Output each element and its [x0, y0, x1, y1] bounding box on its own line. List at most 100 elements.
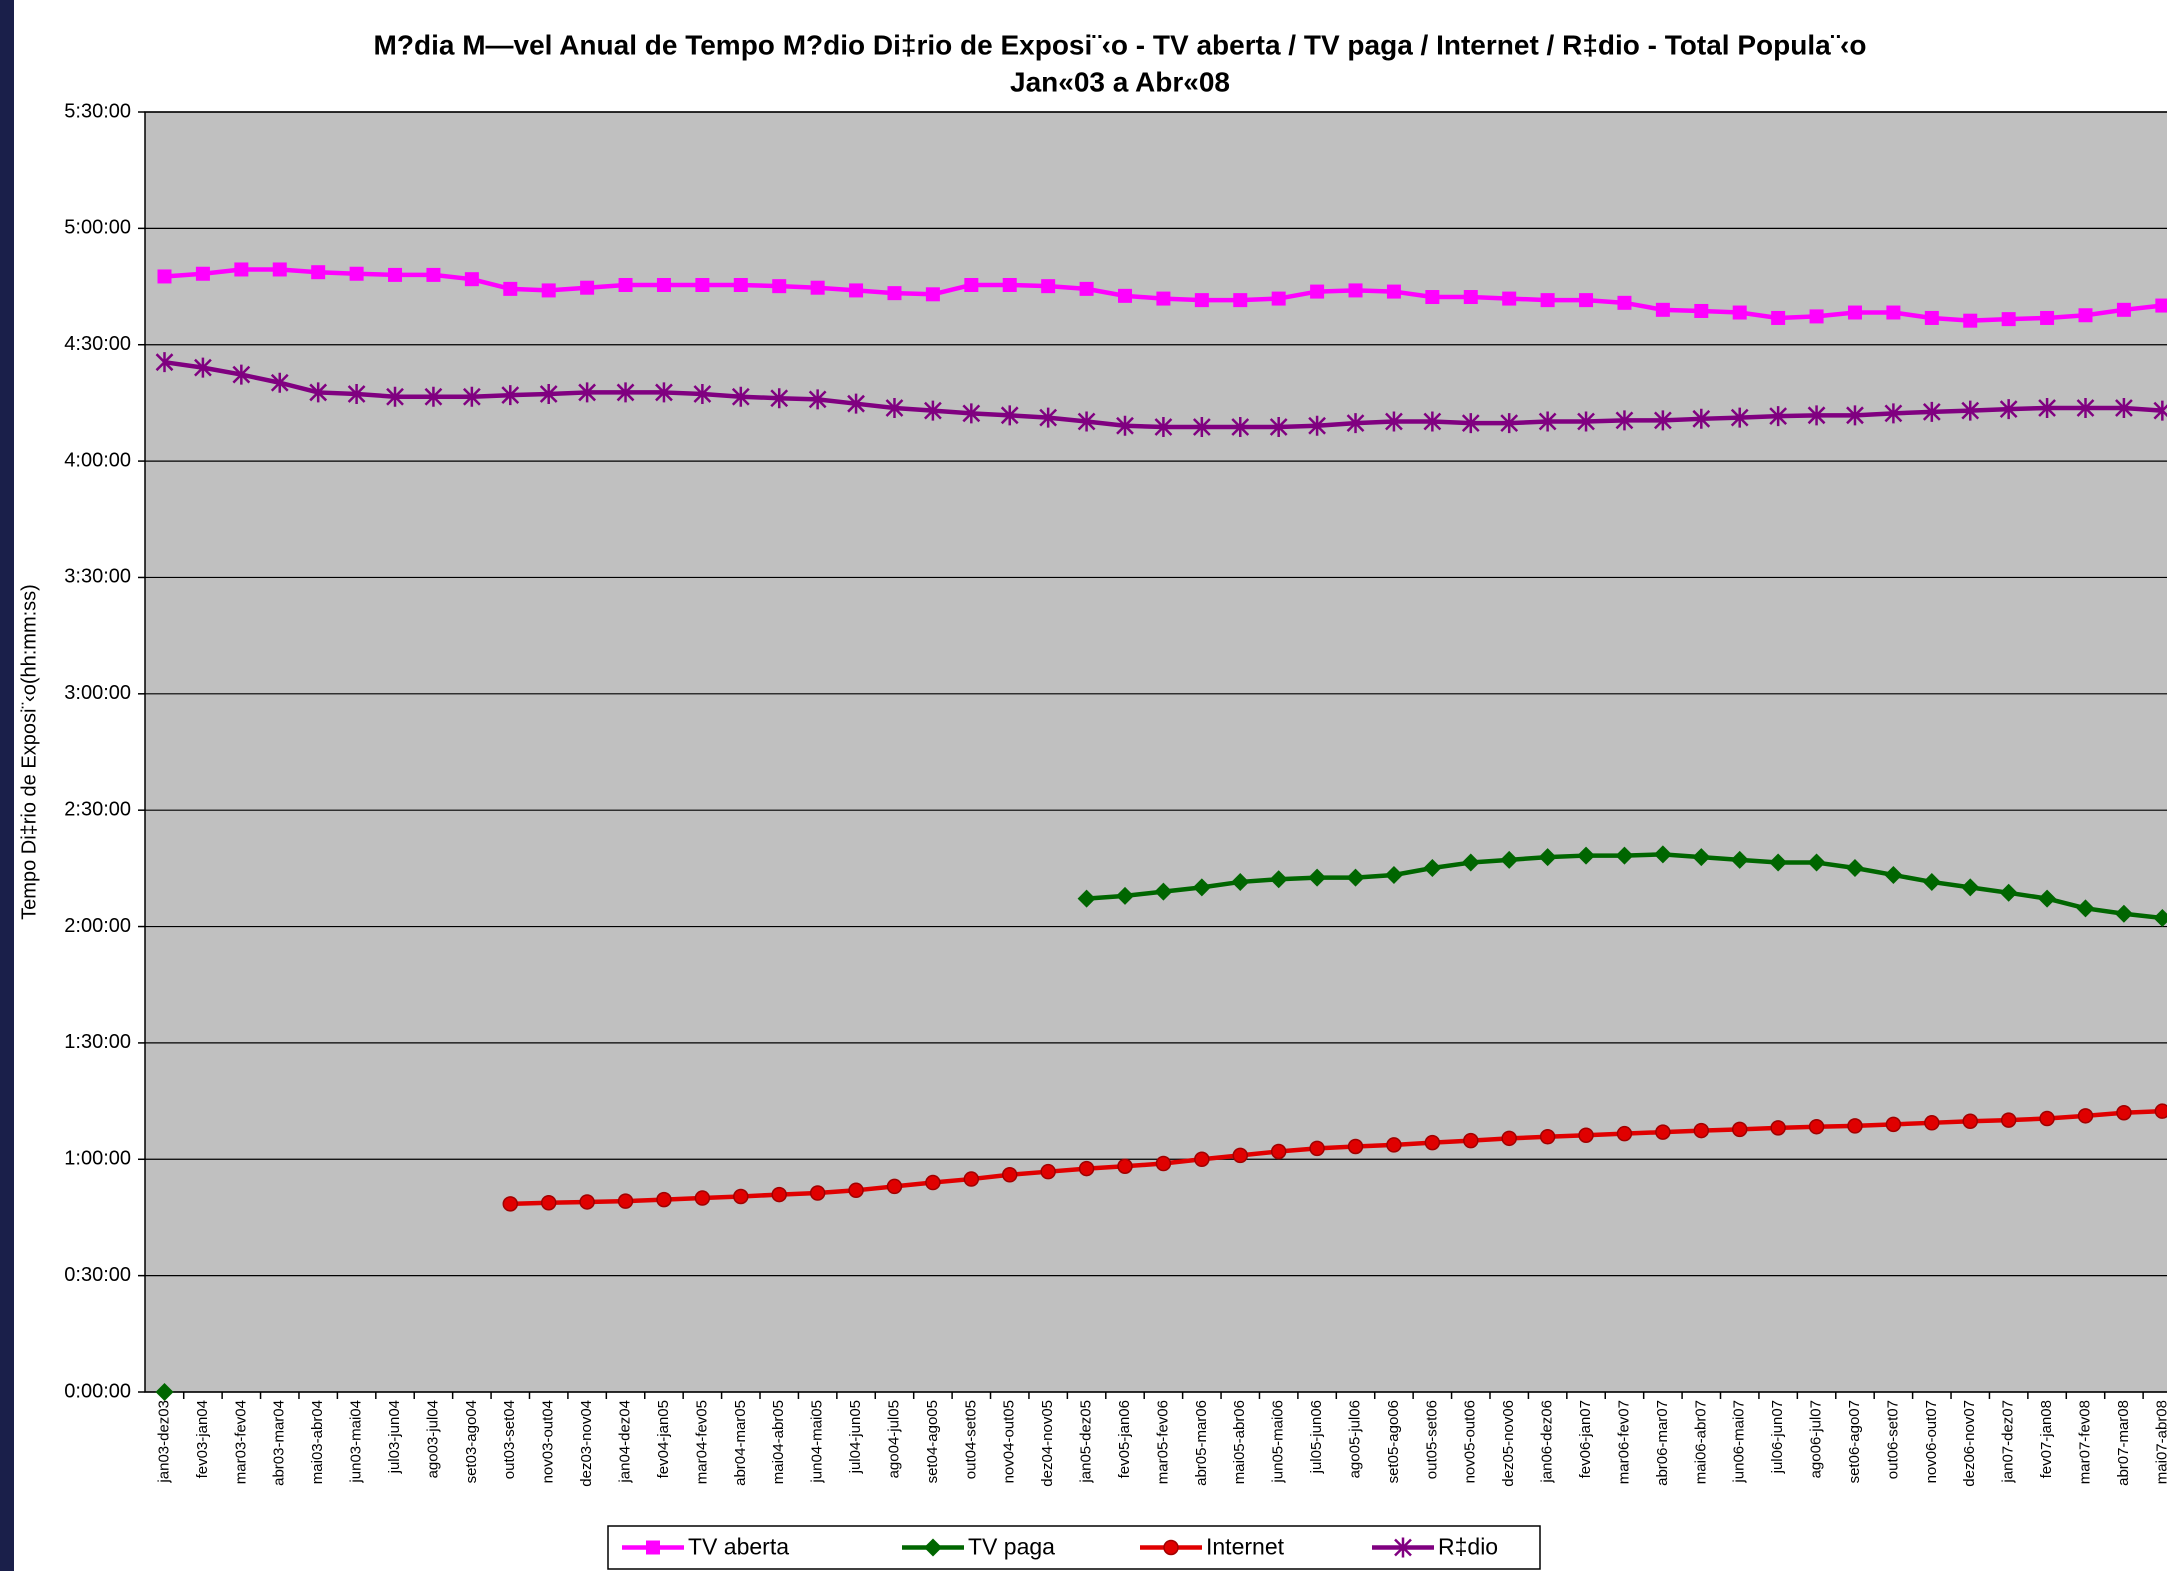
marker [2153, 909, 2167, 928]
marker [1156, 291, 1171, 306]
marker [808, 389, 827, 410]
x-tick-label: mar03-fev04 [232, 1400, 249, 1484]
marker [1502, 291, 1517, 306]
marker [646, 1540, 660, 1555]
x-tick-label: mar04-fev05 [693, 1400, 710, 1484]
x-tick-label: jul06-jun07 [1769, 1400, 1786, 1474]
marker [1163, 1539, 1179, 1556]
marker [194, 357, 212, 378]
marker [1538, 848, 1557, 867]
x-tick-label: jun05-mai06 [1270, 1400, 1287, 1484]
y-tick-label: 1:00:00 [64, 1148, 131, 1170]
x-tick-label: abr03-mar04 [271, 1400, 288, 1486]
marker [1924, 1115, 1940, 1131]
x-tick-label: ago04-jul05 [885, 1400, 902, 1478]
marker [1346, 868, 1365, 887]
marker [541, 283, 556, 298]
marker [1154, 416, 1173, 437]
marker [1040, 1163, 1056, 1180]
marker [2153, 400, 2167, 421]
marker [1847, 305, 1862, 320]
marker [462, 386, 481, 407]
marker [1194, 1151, 1210, 1168]
marker [770, 388, 789, 409]
marker [155, 352, 174, 373]
x-tick-label: mai07-abr08 [2153, 1400, 2167, 1484]
marker [616, 382, 635, 403]
marker [1463, 1132, 1479, 1149]
marker [1807, 853, 1826, 872]
marker [195, 266, 210, 281]
marker [2038, 889, 2057, 908]
marker [1538, 411, 1557, 432]
marker [1730, 407, 1749, 428]
marker [1809, 309, 1824, 324]
y-tick-label: 4:30:00 [64, 333, 131, 355]
marker [1653, 410, 1672, 431]
marker [270, 372, 289, 393]
marker [1461, 413, 1480, 434]
x-tick-label: set06-ago07 [1846, 1400, 1863, 1483]
marker [809, 1185, 826, 1201]
marker [886, 1178, 903, 1195]
marker [962, 403, 981, 424]
y-tick-label: 3:30:00 [64, 566, 131, 588]
marker [1769, 853, 1788, 872]
marker [2077, 1108, 2094, 1124]
marker [1423, 411, 1442, 432]
x-tick-label: ago03-jul04 [424, 1400, 441, 1478]
marker [1463, 290, 1478, 305]
marker [1845, 858, 1864, 877]
marker [1192, 416, 1211, 437]
marker [2000, 1112, 2017, 1128]
marker [155, 1383, 174, 1401]
marker [2116, 302, 2131, 317]
marker [2078, 308, 2093, 323]
marker [1386, 1137, 1402, 1153]
marker [1771, 310, 1786, 325]
marker [1270, 1143, 1287, 1160]
marker [502, 1196, 519, 1212]
marker [1885, 1116, 1902, 1133]
marker [1231, 416, 1250, 437]
marker [925, 287, 940, 302]
left-strip [0, 0, 14, 1571]
marker [1424, 1134, 1441, 1151]
marker [309, 382, 328, 403]
marker [848, 1182, 864, 1199]
marker [1732, 305, 1747, 320]
marker [1961, 400, 1980, 421]
legend-label: R‡dio [1438, 1534, 1498, 1560]
plot-area [144, 111, 2167, 1393]
marker [1501, 1130, 1517, 1147]
marker [2001, 312, 2016, 327]
marker [772, 279, 787, 294]
x-tick-label: mar06-fev07 [1615, 1400, 1632, 1484]
marker [386, 386, 404, 407]
y-tick-label: 5:30:00 [64, 100, 131, 122]
x-tick-label: ago05-jul06 [1346, 1400, 1363, 1478]
marker [731, 386, 750, 407]
marker [1041, 279, 1056, 294]
marker [1385, 411, 1403, 432]
marker [1655, 302, 1670, 317]
marker [1694, 303, 1709, 318]
x-tick-label: mai03-abr04 [309, 1400, 326, 1484]
x-tick-label: jan03-dez03 [155, 1400, 172, 1484]
marker [1922, 872, 1941, 891]
marker [1078, 1160, 1095, 1177]
marker [771, 1186, 787, 1203]
marker [1577, 411, 1595, 432]
marker [1500, 413, 1519, 434]
marker [424, 386, 443, 407]
marker [1924, 310, 1939, 325]
marker [157, 269, 172, 284]
marker [501, 385, 520, 406]
marker [2116, 1104, 2132, 1121]
y-tick-label: 2:00:00 [64, 915, 131, 937]
marker [1692, 408, 1711, 429]
marker [1540, 293, 1555, 308]
marker [2040, 310, 2055, 325]
x-tick-label: dez04-nov05 [1039, 1400, 1056, 1487]
marker [1002, 277, 1017, 292]
